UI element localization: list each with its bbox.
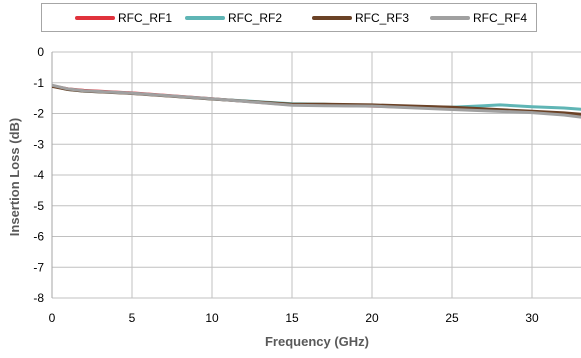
x-axis-title: Frequency (GHz) <box>265 334 369 349</box>
y-tick-label: -7 <box>33 260 44 274</box>
x-tick-label: 15 <box>285 311 299 325</box>
x-tick-label: 10 <box>205 311 219 325</box>
x-tick-label: 30 <box>525 311 539 325</box>
legend-swatch-rfc-rf2 <box>185 16 225 20</box>
x-tick-label: 0 <box>49 311 56 325</box>
y-axis-title: Insertion Loss (dB) <box>7 118 22 236</box>
legend: RFC_RF1 RFC_RF2 RFC_RF3 RFC_RF4 <box>41 3 537 32</box>
axis-labels: Frequency (GHz) Insertion Loss (dB) <box>7 118 369 349</box>
y-tick-label: -4 <box>33 168 44 182</box>
y-tick-label: -8 <box>33 291 44 305</box>
series-line-rfc-rf3 <box>52 84 581 116</box>
series-line-rfc-rf1 <box>52 84 581 117</box>
series-line-rfc-rf4 <box>52 83 581 119</box>
legend-item-rfc-rf3: RFC_RF3 <box>312 10 409 26</box>
y-tick-label: -3 <box>33 137 44 151</box>
series-lines <box>52 83 581 119</box>
legend-item-rfc-rf2: RFC_RF2 <box>185 10 282 26</box>
legend-item-rfc-rf1: RFC_RF1 <box>75 10 172 26</box>
legend-swatch-rfc-rf4 <box>430 16 470 20</box>
legend-swatch-rfc-rf3 <box>312 16 352 20</box>
series-line-rfc-rf2 <box>52 84 581 111</box>
y-tick-label: -6 <box>33 230 44 244</box>
x-tick-label: 25 <box>445 311 459 325</box>
y-tick-label: -5 <box>33 199 44 213</box>
x-tick-label: 5 <box>129 311 136 325</box>
legend-label-rfc-rf3: RFC_RF3 <box>355 11 410 25</box>
grid <box>52 51 581 299</box>
axes: 051015202530354045505560650-1-2-3-4-5-6-… <box>33 45 539 325</box>
x-tick-label: 20 <box>365 311 379 325</box>
legend-swatch-rfc-rf1 <box>75 16 115 20</box>
legend-label-rfc-rf2: RFC_RF2 <box>228 11 283 25</box>
legend-label-rfc-rf4: RFC_RF4 <box>473 11 528 25</box>
y-tick-label: -1 <box>33 76 44 90</box>
y-tick-label: -2 <box>33 107 44 121</box>
legend-item-rfc-rf4: RFC_RF4 <box>430 10 527 26</box>
y-tick-label: 0 <box>37 45 44 59</box>
legend-label-rfc-rf1: RFC_RF1 <box>118 11 173 25</box>
